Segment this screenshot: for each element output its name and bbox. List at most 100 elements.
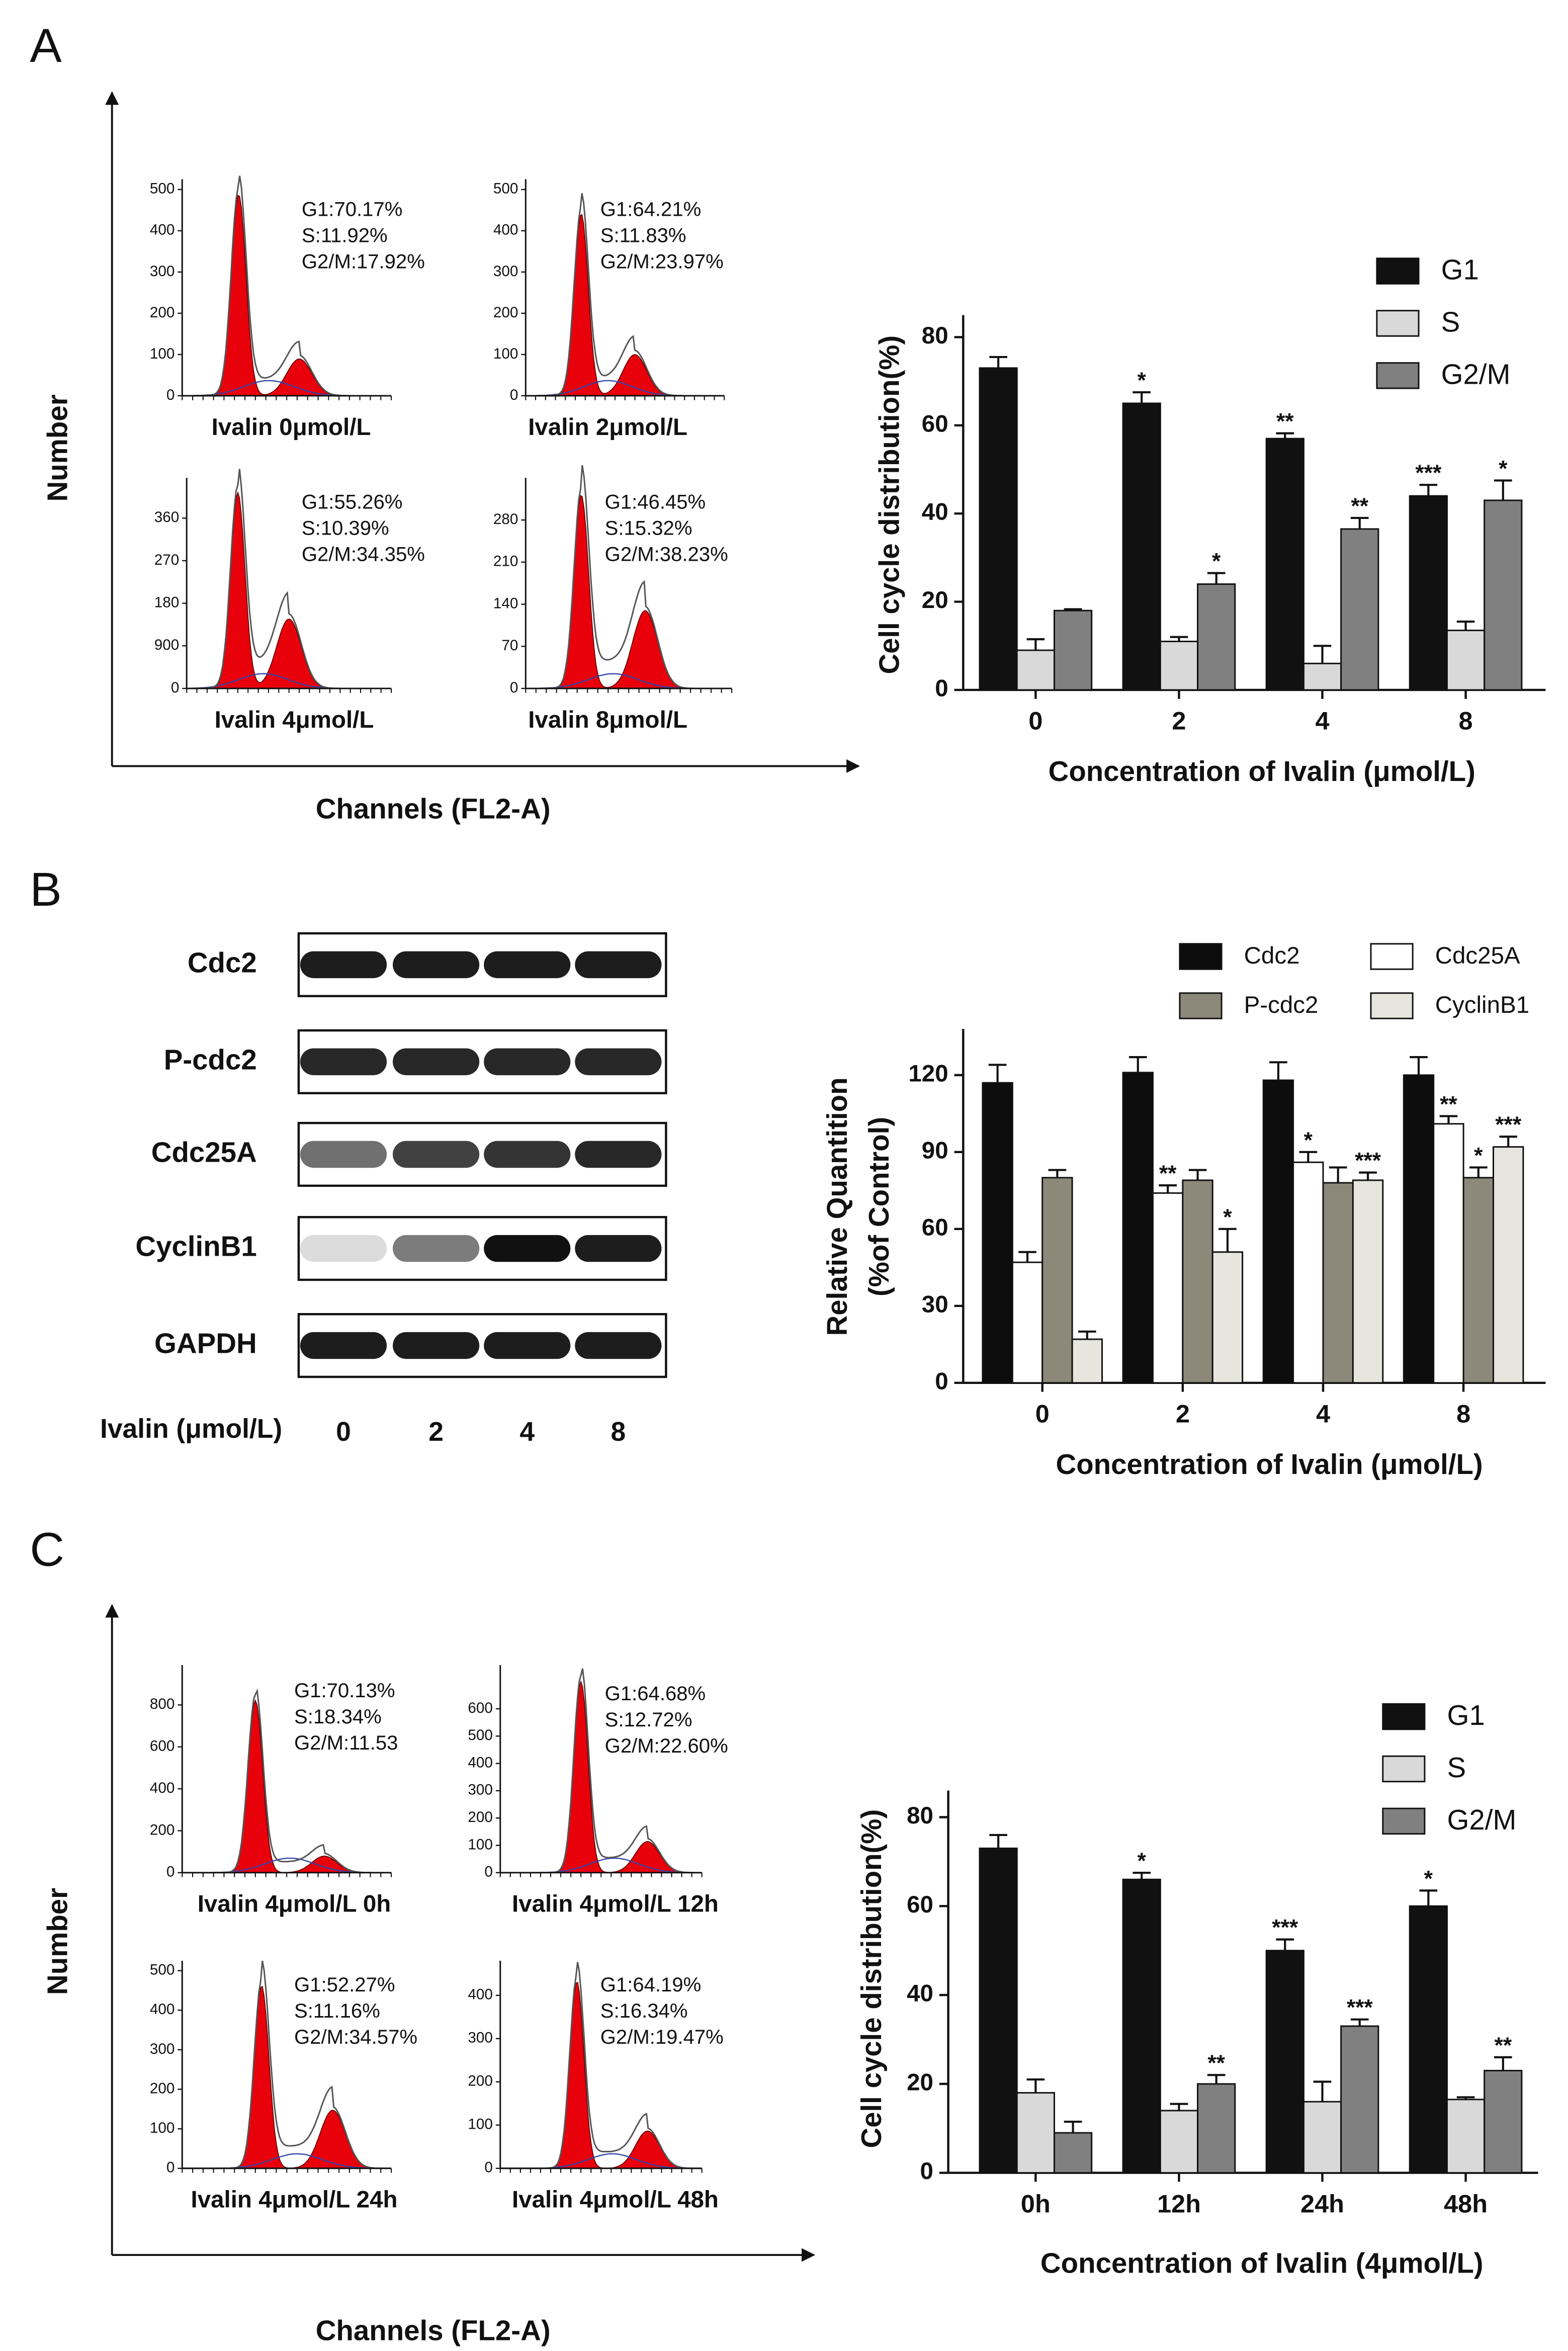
- bar: [1446, 630, 1486, 691]
- blot-band: [392, 1235, 480, 1262]
- bar: [1071, 1338, 1103, 1384]
- y-tick-label: 400: [468, 1986, 493, 2003]
- blot-lane-label: 2: [428, 1417, 444, 1447]
- y-tick-label: 400: [150, 1780, 175, 1796]
- bar: [1322, 1182, 1354, 1384]
- blot-band: [300, 1048, 387, 1076]
- blot-band: [392, 1141, 480, 1168]
- phase-annotation: G2/M:22.60%: [605, 1735, 728, 1757]
- y-tick-label: 200: [468, 2073, 493, 2089]
- y-tick-label: 400: [150, 222, 175, 238]
- bar: [1053, 609, 1093, 691]
- bar: [1122, 402, 1161, 691]
- significance: ***: [1415, 461, 1442, 485]
- bar: [1409, 495, 1448, 691]
- blot-lane-label: 0: [336, 1417, 351, 1447]
- y-tick-label: 100: [468, 1836, 493, 1853]
- legend-swatch: [1376, 362, 1420, 389]
- blot-band: [484, 951, 571, 979]
- x-tick-label: 0: [1028, 707, 1042, 735]
- phase-annotation: G2/M:34.57%: [294, 2026, 417, 2048]
- phase-annotation: G1:70.17%: [302, 198, 403, 220]
- y-tick-label: 280: [493, 511, 518, 528]
- y-tick-label: 270: [154, 552, 180, 568]
- y-tick-label: 80: [907, 1802, 933, 1829]
- blot-band: [575, 951, 662, 979]
- bar: [1340, 528, 1379, 691]
- blot-band: [575, 1141, 662, 1168]
- legend-label: G2/M: [1441, 358, 1511, 390]
- blot-band: [575, 1332, 662, 1359]
- x-tick-label: 8: [1456, 1399, 1470, 1428]
- bar: [1152, 1192, 1184, 1384]
- plot-caption: Ivalin 4μmol/L 48h: [512, 2187, 719, 2213]
- blot-x-label: Ivalin (μmol/L): [100, 1414, 282, 1444]
- bar: [1041, 1177, 1073, 1384]
- y-tick-label: 900: [154, 637, 180, 653]
- legend-label: CyclinB1: [1435, 992, 1529, 1018]
- significance: ***: [1347, 1995, 1373, 2020]
- bar: [1053, 2132, 1093, 2174]
- bar: [1262, 1079, 1294, 1384]
- y-tick-label: 90: [922, 1137, 948, 1164]
- y-tick-label: 100: [493, 345, 518, 362]
- phase-annotation: G2/M:17.92%: [302, 250, 425, 273]
- phase-annotation: G2/M:23.97%: [600, 250, 724, 273]
- blot-band: [392, 1048, 480, 1076]
- significance: *: [1304, 1128, 1313, 1153]
- y-tick-label: 200: [150, 1821, 175, 1838]
- axis-label: Number: [42, 394, 73, 501]
- x-tick-label: 24h: [1300, 2189, 1344, 2218]
- axis-label: Channels (FL2-A): [316, 2314, 551, 2346]
- y-tick-label: 100: [150, 2120, 175, 2136]
- phase-annotation: S:11.92%: [302, 224, 388, 246]
- y-tick-label: 30: [922, 1291, 948, 1318]
- bar: [1122, 1878, 1161, 2174]
- significance: ***: [1272, 1915, 1298, 1940]
- bar: [1403, 1074, 1435, 1384]
- bar: [1265, 1950, 1304, 2174]
- y-tick-label: 0: [484, 2159, 493, 2176]
- y-tick-label: 200: [150, 2080, 175, 2097]
- y-tick-label: 400: [468, 1754, 493, 1771]
- y-tick-label: 120: [908, 1060, 948, 1087]
- phase-annotation: S:10.39%: [302, 517, 389, 539]
- y-tick-label: 500: [493, 181, 518, 197]
- y-tick-label: 100: [150, 345, 175, 362]
- phase-annotation: S:18.34%: [294, 1706, 382, 1728]
- y-tick-label: 300: [150, 263, 175, 280]
- phase-annotation: G1:52.27%: [294, 1974, 395, 1996]
- legend-label: G1: [1447, 1699, 1485, 1731]
- phase-annotation: G1:70.13%: [294, 1680, 395, 1702]
- legend-swatch: [1376, 310, 1420, 337]
- bar: [1302, 662, 1342, 691]
- legend-swatch: [1382, 1703, 1426, 1730]
- phase-annotation: G2/M:34.35%: [302, 543, 425, 565]
- blot-lane-label: 4: [519, 1417, 535, 1447]
- x-tick-label: 8: [1459, 707, 1473, 735]
- axis-label: Cell cycle distribution(%): [874, 335, 905, 674]
- bar: [1409, 1905, 1448, 2174]
- y-tick-label: 300: [468, 1782, 493, 1798]
- x-tick-label: 0: [1035, 1399, 1050, 1428]
- y-tick-label: 0: [935, 1368, 948, 1395]
- significance: **: [1494, 2033, 1512, 2058]
- y-tick-label: 0: [484, 1864, 493, 1880]
- y-tick-label: 180: [154, 594, 180, 611]
- bar: [1484, 2069, 1523, 2174]
- y-tick-label: 0: [935, 675, 948, 702]
- significance: ***: [1355, 1149, 1381, 1173]
- blot-band: [575, 1235, 662, 1262]
- legend-swatch: [1370, 943, 1414, 970]
- significance: *: [1138, 368, 1147, 393]
- x-tick-label: 0h: [1021, 2189, 1051, 2218]
- bar: [1302, 2101, 1342, 2174]
- bar: [979, 1847, 1018, 2174]
- y-tick-label: 140: [493, 595, 518, 612]
- blot-band: [392, 1332, 480, 1359]
- bar: [1197, 2083, 1236, 2174]
- bar: [979, 367, 1018, 691]
- y-tick-label: 0: [510, 679, 518, 696]
- plot-caption: Ivalin 4μmol/L: [215, 707, 374, 733]
- phase-annotation: S:11.16%: [294, 2000, 380, 2022]
